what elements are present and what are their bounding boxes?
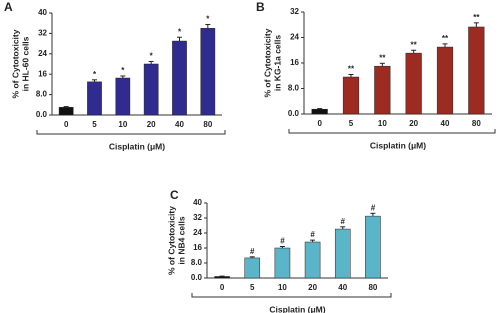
y-tick-label: 32	[290, 7, 299, 16]
significance-label: *	[150, 52, 154, 61]
x-tick-label: 20	[308, 283, 317, 292]
x-tick-label: 5	[250, 283, 255, 292]
bar	[374, 65, 391, 115]
y-axis-title: in HL-60 cells	[20, 36, 30, 91]
significance-label: **	[379, 53, 386, 62]
significance-label: **	[348, 65, 355, 74]
significance-label: **	[411, 40, 418, 49]
significance-label: #	[310, 230, 315, 239]
y-tick-label: 0.0	[288, 109, 300, 118]
x-tick-label: 5	[92, 120, 97, 129]
y-tick-label: 32	[38, 29, 47, 38]
y-tick-label: 0.0	[191, 273, 203, 282]
bar	[214, 276, 230, 279]
y-tick-label: 16	[193, 243, 202, 252]
x-tick-label: 80	[203, 120, 212, 129]
bar	[405, 52, 422, 115]
x-axis-title: Cisplatin (μM)	[370, 140, 426, 150]
y-tick-label: 8.0	[36, 90, 48, 99]
x-tick-label: 80	[472, 119, 481, 128]
bar	[436, 46, 454, 115]
bar	[143, 63, 159, 116]
x-axis-title: Cisplatin (μM)	[269, 304, 325, 313]
bar	[311, 108, 328, 115]
bar	[200, 28, 216, 116]
y-tick-label: 40	[38, 8, 47, 17]
x-tick-label: 20	[409, 119, 418, 128]
y-tick-label: 40	[193, 198, 202, 207]
x-tick-label: 40	[338, 283, 347, 292]
x-tick-label: 10	[118, 120, 127, 129]
bracket	[288, 129, 496, 134]
y-axis-title: % of Cytotoxicity	[10, 29, 20, 98]
bar	[172, 40, 187, 116]
y-tick-label: 0.0	[36, 110, 48, 119]
y-tick-label: 16	[290, 58, 299, 67]
x-axis-title: Cisplatin (μM)	[109, 141, 165, 151]
significance-label: *	[178, 27, 182, 36]
y-axis-title: in KG-1a cells	[272, 35, 282, 91]
significance-label: **	[473, 13, 480, 22]
bar	[342, 76, 360, 115]
bracket	[36, 130, 226, 135]
x-tick-label: 0	[317, 119, 322, 128]
bar	[274, 247, 291, 279]
bar	[365, 215, 381, 279]
y-axis-title: in NB4 cells	[176, 216, 186, 264]
significance-label: #	[341, 217, 346, 226]
x-tick-label: 40	[175, 120, 184, 129]
bar	[87, 81, 102, 116]
x-tick-label: 5	[349, 119, 354, 128]
panel-letter: C	[170, 188, 179, 202]
bracket	[191, 293, 392, 298]
significance-label: #	[250, 247, 255, 256]
y-tick-label: 32	[193, 213, 202, 222]
panel-letter: B	[256, 0, 265, 14]
bar	[244, 257, 261, 279]
significance-label: *	[93, 70, 97, 79]
significance-label: *	[121, 66, 125, 75]
y-tick-label: 24	[38, 49, 47, 58]
y-tick-label: 24	[193, 228, 202, 237]
y-tick-label: 8.0	[288, 84, 300, 93]
significance-label: #	[371, 203, 376, 212]
y-tick-label: 24	[290, 33, 299, 42]
bar	[334, 228, 351, 279]
x-tick-label: 20	[147, 120, 156, 129]
panel-letter: A	[4, 0, 13, 14]
y-axis-title: % of Cytotoxicity	[166, 206, 176, 275]
x-tick-label: 10	[378, 119, 387, 128]
significance-label: *	[206, 15, 210, 24]
y-axis-title: % of Cytotoxicity	[262, 28, 272, 97]
y-tick-label: 16	[38, 69, 47, 78]
x-tick-label: 40	[441, 119, 450, 128]
bar	[468, 26, 485, 115]
bar	[58, 107, 74, 116]
x-tick-label: 0	[220, 283, 225, 292]
significance-label: **	[442, 34, 449, 43]
significance-label: #	[280, 237, 285, 246]
y-tick-label: 8.0	[191, 258, 203, 267]
bar	[304, 241, 321, 279]
x-tick-label: 80	[368, 283, 377, 292]
bar	[115, 77, 131, 116]
x-tick-label: 10	[278, 283, 287, 292]
x-tick-label: 0	[64, 120, 69, 129]
